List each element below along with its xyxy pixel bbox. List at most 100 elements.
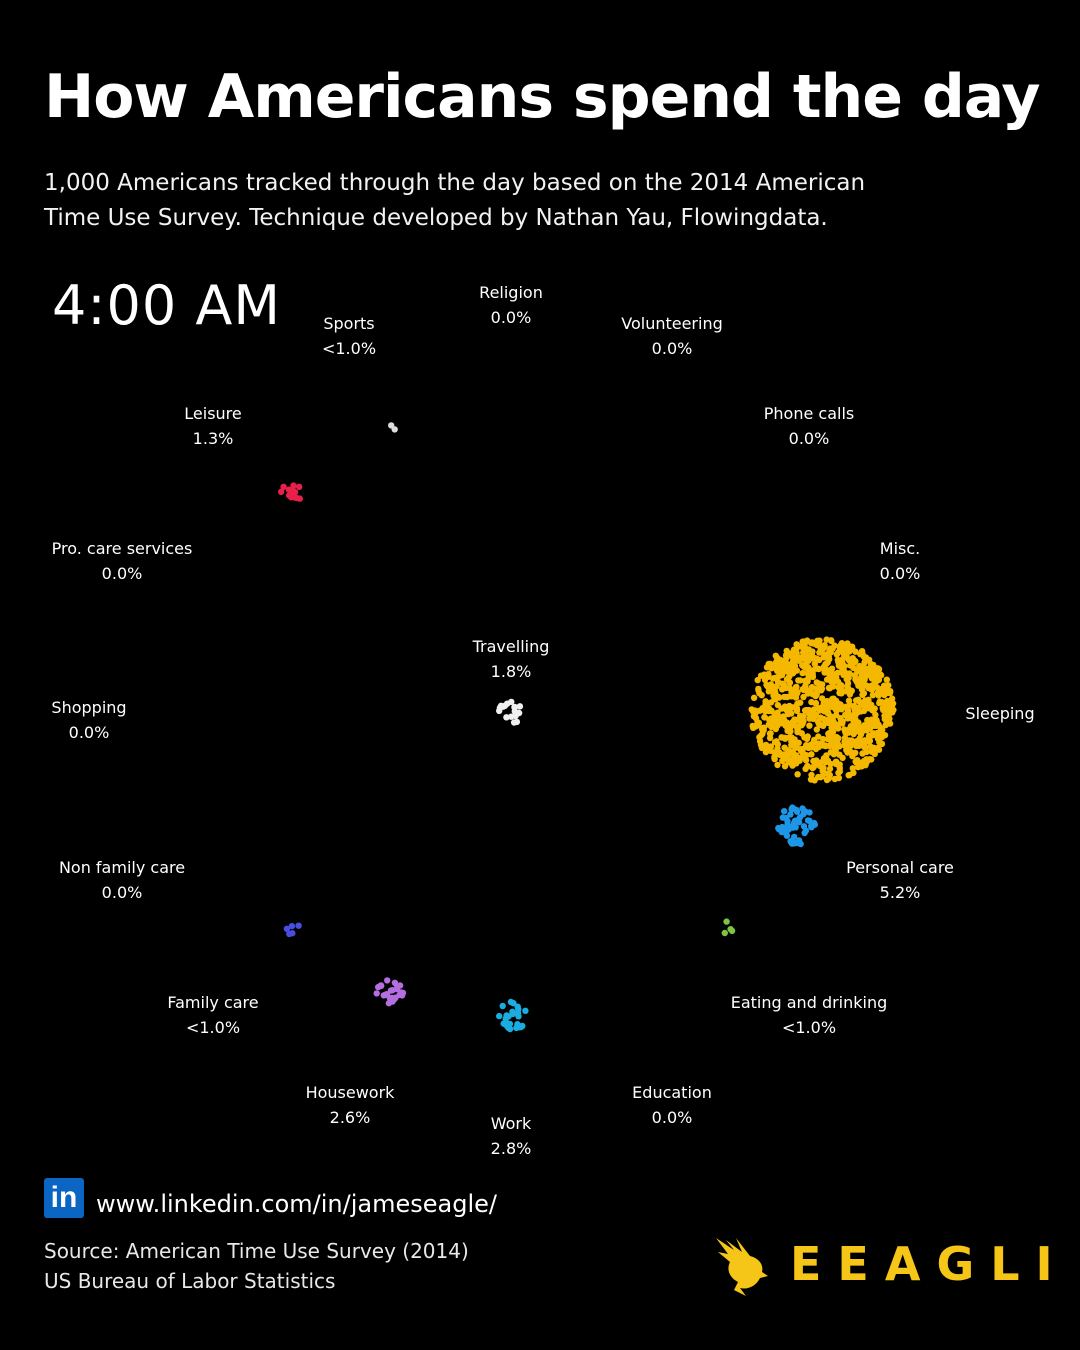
person-dot xyxy=(815,743,822,751)
source-line: Source: American Time Use Survey (2014) xyxy=(44,1239,469,1263)
person-dot xyxy=(788,738,795,745)
person-dot xyxy=(772,716,779,724)
person-dot xyxy=(781,693,788,701)
person-dot xyxy=(812,685,820,692)
person-dot xyxy=(791,817,799,824)
person-dot xyxy=(783,825,790,832)
person-dot xyxy=(889,700,897,707)
person-dot xyxy=(803,752,810,759)
person-dot xyxy=(755,687,762,694)
person-dot xyxy=(759,730,766,738)
person-dot xyxy=(854,668,861,675)
person-dot xyxy=(788,750,796,757)
person-dot xyxy=(723,918,730,925)
person-dot xyxy=(836,768,843,775)
person-dot xyxy=(780,713,787,720)
person-dot xyxy=(824,770,831,778)
linkedin-url[interactable]: www.linkedin.com/in/jameseagle/ xyxy=(96,1190,497,1218)
person-dot xyxy=(795,677,802,684)
person-dot xyxy=(842,646,849,653)
person-dot xyxy=(787,724,794,731)
person-dot xyxy=(881,715,888,723)
person-dot xyxy=(813,655,821,663)
person-dot xyxy=(875,746,883,753)
person-dot xyxy=(815,665,822,673)
person-dot xyxy=(290,482,297,489)
person-dot xyxy=(850,703,858,710)
person-dot xyxy=(797,747,805,755)
person-dot xyxy=(779,670,786,678)
category-name: Leisure xyxy=(184,404,242,423)
person-dot xyxy=(787,662,794,669)
person-dot xyxy=(513,1024,520,1032)
person-dot xyxy=(813,726,820,733)
category-name: Non family care xyxy=(58,858,186,877)
subtitle-line: 1,000 Americans tracked through the day … xyxy=(44,170,866,196)
person-dot xyxy=(845,697,853,704)
person-dot xyxy=(824,735,832,743)
category-name: Religion xyxy=(479,283,543,302)
category-label-personal-care: Personal care 5.2% xyxy=(846,855,954,905)
category-percent: 1.8% xyxy=(490,662,532,681)
person-dot xyxy=(847,662,854,669)
person-dot xyxy=(831,642,838,649)
dot-cluster-leisure xyxy=(278,482,303,502)
person-dot xyxy=(865,670,873,678)
category-percent: 0.0% xyxy=(101,564,143,583)
person-dot xyxy=(806,722,813,729)
person-dot xyxy=(879,685,887,693)
category-percent: 2.8% xyxy=(490,1139,532,1158)
person-dot xyxy=(826,742,833,750)
person-dot xyxy=(759,726,766,733)
person-dot xyxy=(793,707,801,715)
person-dot xyxy=(769,675,777,682)
person-dot xyxy=(293,494,301,502)
person-dot xyxy=(774,745,781,752)
person-dot xyxy=(817,714,824,721)
person-dot xyxy=(778,657,785,664)
person-dot xyxy=(754,676,761,684)
person-dot xyxy=(811,821,818,828)
person-dot xyxy=(283,925,291,932)
person-dot xyxy=(788,839,795,846)
person-dot xyxy=(802,827,810,834)
person-dot xyxy=(839,720,846,727)
person-dot xyxy=(804,669,812,676)
linkedin-link[interactable]: in www.linkedin.com/in/jameseagle/ xyxy=(44,1178,497,1218)
person-dot xyxy=(388,994,396,1002)
person-dot xyxy=(890,706,897,714)
person-dot xyxy=(761,671,768,678)
person-dot xyxy=(295,922,302,929)
person-dot xyxy=(853,737,861,745)
person-dot xyxy=(779,665,787,673)
person-dot xyxy=(377,982,385,989)
person-dot xyxy=(290,487,297,494)
person-dot xyxy=(852,648,859,655)
person-dot xyxy=(766,734,774,742)
category-label-sports: Sports <1.0% xyxy=(322,311,376,361)
person-dot xyxy=(847,742,854,749)
person-dot xyxy=(852,749,859,756)
person-dot xyxy=(799,669,806,677)
person-dot xyxy=(792,650,799,657)
category-name: Sports xyxy=(323,314,375,333)
category-name: Volunteering xyxy=(621,314,723,333)
person-dot xyxy=(865,684,872,692)
person-dot xyxy=(781,808,788,815)
category-percent: 0.0% xyxy=(651,1108,693,1127)
person-dot xyxy=(774,761,781,769)
person-dot xyxy=(761,714,768,721)
person-dot xyxy=(832,721,840,728)
person-dot xyxy=(838,669,846,676)
person-dot xyxy=(794,689,801,696)
category-name: Shopping xyxy=(51,698,127,717)
person-dot xyxy=(852,697,860,704)
person-dot xyxy=(762,698,769,705)
person-dot xyxy=(825,710,832,717)
person-dot xyxy=(888,695,896,702)
person-dot xyxy=(522,1007,529,1014)
person-dot xyxy=(829,683,837,690)
person-dot xyxy=(882,721,889,729)
person-dot xyxy=(799,805,806,812)
